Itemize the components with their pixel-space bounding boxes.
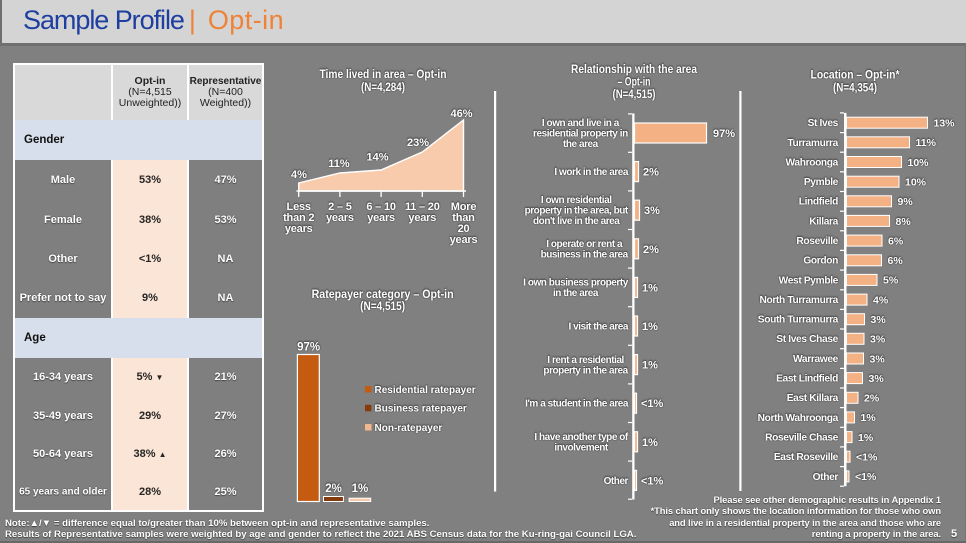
svg-text:13%: 13%	[934, 118, 956, 130]
svg-text:I own and live in a: I own and live in a	[542, 118, 620, 129]
svg-text:than 2: than 2	[283, 212, 314, 224]
svg-text:23%: 23%	[407, 137, 429, 149]
svg-text:involvement: involvement	[554, 443, 609, 454]
svg-text:2%: 2%	[325, 483, 342, 495]
svg-text:1%: 1%	[642, 321, 658, 333]
svg-text:property in the area, but: property in the area, but	[525, 206, 629, 217]
svg-text:St Ives Chase: St Ives Chase	[776, 334, 838, 345]
svg-text:9%: 9%	[898, 196, 914, 208]
svg-text:1%: 1%	[352, 483, 369, 495]
svg-text:2%: 2%	[643, 244, 659, 256]
svg-text:North Turramurra: North Turramurra	[759, 295, 838, 306]
svg-text:East Killara: East Killara	[787, 393, 839, 404]
svg-text:1%: 1%	[858, 432, 874, 444]
svg-text:(N=4,284): (N=4,284)	[361, 80, 405, 94]
svg-text:Roseville: Roseville	[796, 236, 838, 247]
svg-text:South Turramurra: South Turramurra	[758, 315, 839, 326]
svg-text:business in the area: business in the area	[541, 250, 629, 261]
svg-text:(N=4,515): (N=4,515)	[360, 299, 405, 313]
svg-text:Location – Opt-in*: Location – Opt-in*	[811, 68, 900, 82]
svg-text:11%: 11%	[328, 158, 350, 170]
svg-text:6 – 10: 6 – 10	[366, 201, 395, 213]
svg-text:Other: Other	[813, 472, 839, 483]
svg-text:don't live in the area: don't live in the area	[533, 216, 620, 227]
svg-text:Other: Other	[604, 476, 629, 487]
svg-text:3%: 3%	[870, 334, 886, 346]
svg-text:1%: 1%	[861, 412, 877, 424]
svg-text:6%: 6%	[888, 255, 904, 267]
svg-text:– Opt-in: – Opt-in	[618, 75, 651, 89]
svg-text:(N=4,354): (N=4,354)	[833, 81, 877, 95]
svg-text:Less: Less	[287, 201, 311, 213]
svg-text:1%: 1%	[642, 360, 658, 372]
svg-text:years: years	[285, 223, 313, 235]
svg-text:years: years	[326, 212, 354, 224]
svg-text:I visit the area: I visit the area	[569, 322, 629, 333]
svg-text:than: than	[452, 212, 475, 224]
svg-text:<1%: <1%	[855, 471, 877, 483]
svg-text:<1%: <1%	[641, 475, 664, 487]
svg-text:I own residential: I own residential	[541, 195, 612, 206]
svg-text:2 – 5: 2 – 5	[328, 201, 352, 213]
svg-text:I'm a student in the area: I'm a student in the area	[525, 399, 629, 410]
svg-text:Killara: Killara	[809, 216, 838, 227]
svg-text:3%: 3%	[869, 373, 885, 385]
svg-text:Turramurra: Turramurra	[787, 138, 838, 149]
svg-text:I operate or rent a: I operate or rent a	[546, 239, 623, 250]
svg-text:4%: 4%	[873, 294, 889, 306]
svg-text:Warrawee: Warrawee	[793, 354, 839, 365]
svg-text:Business ratepayer: Business ratepayer	[375, 404, 467, 415]
svg-text:6%: 6%	[888, 235, 904, 247]
svg-text:East Roseville: East Roseville	[774, 452, 839, 463]
svg-text:Non-ratepayer: Non-ratepayer	[375, 423, 443, 434]
svg-text:in the area: in the area	[553, 288, 599, 299]
svg-text:years: years	[367, 212, 395, 224]
svg-text:(N=4,515): (N=4,515)	[613, 87, 656, 101]
svg-text:10%: 10%	[908, 157, 930, 169]
svg-text:North Wahroonga: North Wahroonga	[758, 413, 839, 424]
svg-text:St Ives: St Ives	[808, 118, 839, 129]
svg-text:97%: 97%	[713, 128, 735, 140]
svg-text:20: 20	[458, 223, 470, 235]
svg-text:Gordon: Gordon	[803, 256, 838, 267]
svg-text:2%: 2%	[643, 167, 659, 179]
svg-text:I have another type of: I have another type of	[534, 432, 629, 443]
svg-text:years: years	[450, 234, 478, 246]
svg-text:1%: 1%	[642, 282, 658, 294]
svg-text:14%: 14%	[366, 152, 388, 164]
svg-text:3%: 3%	[871, 314, 887, 326]
svg-text:I work in the area: I work in the area	[554, 167, 628, 178]
svg-text:property in the area: property in the area	[543, 365, 628, 376]
svg-text:4%: 4%	[291, 169, 307, 181]
svg-text:10%: 10%	[905, 177, 927, 189]
svg-text:8%: 8%	[896, 216, 912, 228]
svg-text:1%: 1%	[642, 437, 658, 449]
svg-text:Roseville Chase: Roseville Chase	[765, 433, 839, 444]
svg-text:11%: 11%	[916, 137, 937, 149]
svg-text:5%: 5%	[883, 275, 899, 287]
svg-text:97%: 97%	[297, 342, 320, 354]
svg-text:East Lindfield: East Lindfield	[776, 374, 838, 385]
svg-text:I own business property: I own business property	[523, 278, 629, 289]
svg-text:2%: 2%	[864, 393, 880, 405]
svg-text:Wahroonga: Wahroonga	[786, 157, 839, 168]
svg-text:More: More	[451, 201, 477, 213]
svg-text:residential property in: residential property in	[533, 129, 628, 140]
svg-text:West Pymble: West Pymble	[779, 275, 839, 286]
svg-text:11 – 20: 11 – 20	[405, 201, 440, 213]
svg-text:years: years	[408, 212, 436, 224]
svg-text:3%: 3%	[870, 353, 886, 365]
svg-text:3%: 3%	[644, 205, 660, 217]
svg-text:<1%: <1%	[856, 452, 878, 464]
svg-text:I rent a residential: I rent a residential	[547, 355, 624, 366]
svg-text:<1%: <1%	[641, 398, 664, 410]
svg-text:Residential ratepayer: Residential ratepayer	[375, 385, 476, 396]
svg-text:Pymble: Pymble	[804, 177, 839, 188]
svg-text:Ratepayer category – Opt-in: Ratepayer category – Opt-in	[312, 287, 454, 301]
svg-text:Relationship with the area: Relationship with the area	[571, 62, 697, 76]
svg-text:Lindfield: Lindfield	[799, 197, 838, 208]
svg-text:the area: the area	[563, 139, 599, 150]
svg-text:Time lived in area – Opt-in: Time lived in area – Opt-in	[320, 67, 447, 81]
svg-text:46%: 46%	[450, 108, 472, 120]
